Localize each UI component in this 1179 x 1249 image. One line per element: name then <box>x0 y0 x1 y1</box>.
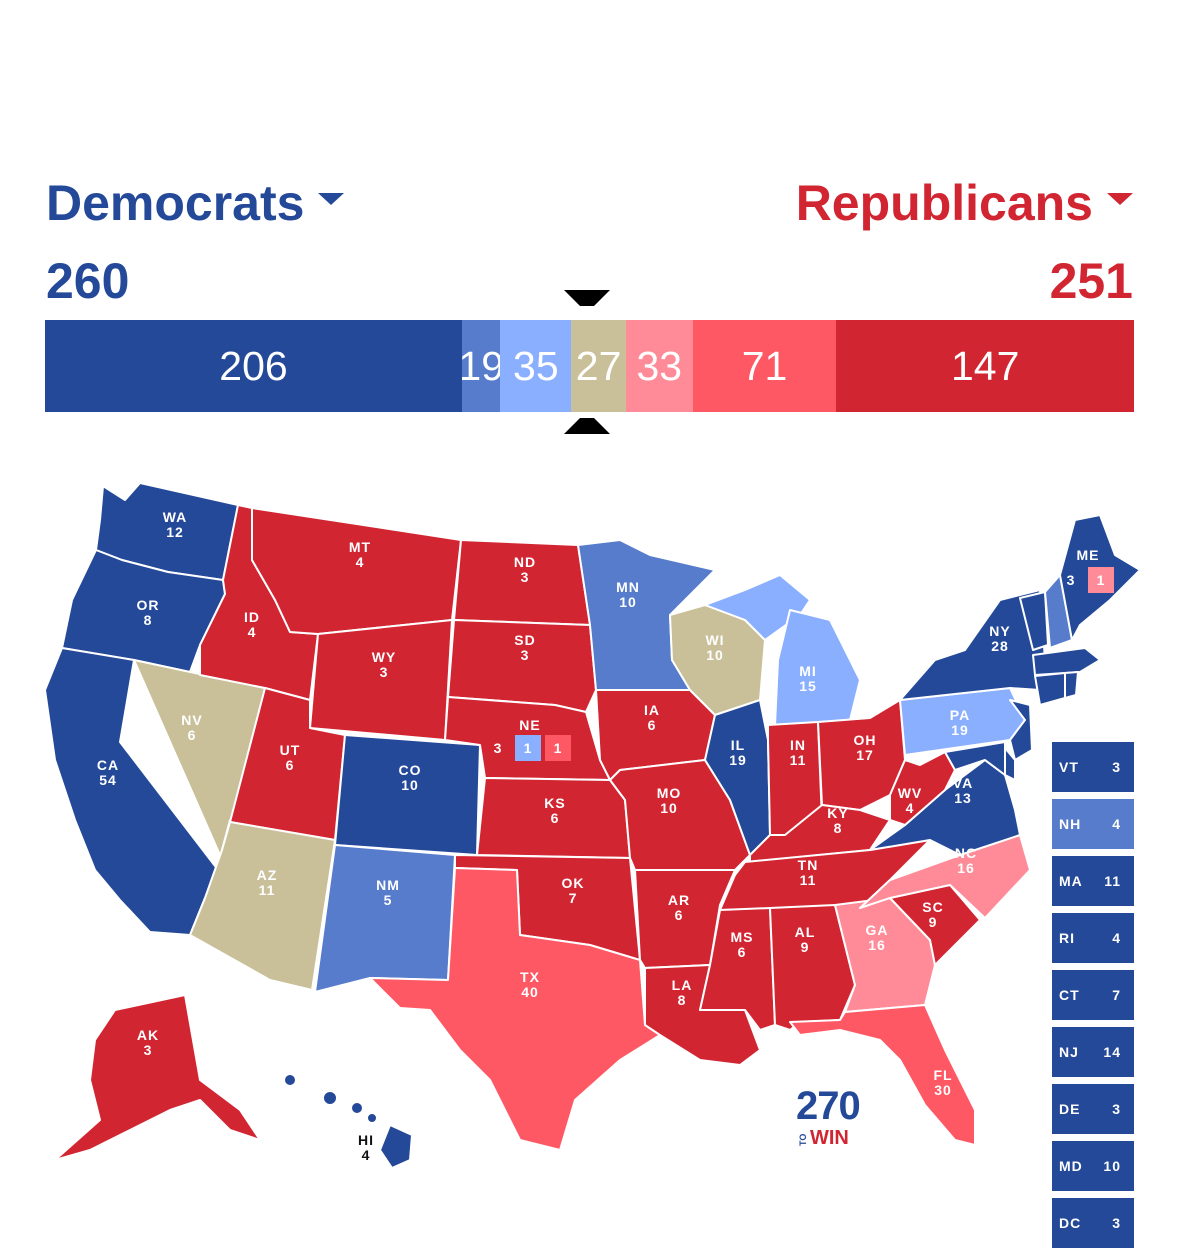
ev-segment-lean-dem: 35 <box>500 320 572 412</box>
state-hi-island-3[interactable] <box>350 1101 364 1115</box>
small-state-de[interactable]: DE 3 <box>1052 1084 1134 1134</box>
state-nc[interactable] <box>859 834 1031 919</box>
small-state-ev: 11 <box>1104 873 1121 889</box>
small-state-ev: 14 <box>1103 1044 1121 1060</box>
small-state-ri[interactable]: RI 4 <box>1052 913 1134 963</box>
state-nm[interactable] <box>314 844 456 993</box>
small-state-abbr: MA <box>1059 873 1083 889</box>
ev-segment-likely-dem: 19 <box>461 320 501 412</box>
small-state-md[interactable]: MD 10 <box>1052 1141 1134 1191</box>
state-tx[interactable] <box>369 867 661 1151</box>
state-mt[interactable] <box>251 507 462 635</box>
state-ma[interactable] <box>1032 647 1101 676</box>
chevron-down-icon <box>1107 192 1133 205</box>
democrats-total: 260 <box>46 253 130 309</box>
state-label-hi: HI <box>358 1132 374 1148</box>
state-nd[interactable] <box>453 539 591 626</box>
small-state-ct[interactable]: CT 7 <box>1052 970 1134 1020</box>
state-co[interactable] <box>334 734 481 856</box>
small-state-ev: 4 <box>1112 930 1121 946</box>
small-state-abbr: RI <box>1059 930 1075 946</box>
state-mi[interactable] <box>774 609 861 726</box>
small-state-abbr: VT <box>1059 759 1079 775</box>
ev-segment-safe-dem: 206 <box>45 320 462 412</box>
state-wv[interactable] <box>869 751 956 851</box>
small-state-ev: 7 <box>1112 987 1121 1003</box>
chevron-down-icon <box>318 192 345 205</box>
logo-number: 270 <box>796 1084 861 1128</box>
republicans-label: Republicans <box>795 175 1093 231</box>
small-state-ev: 3 <box>1112 759 1121 775</box>
state-hi-island-1[interactable] <box>283 1073 297 1087</box>
small-state-dc[interactable]: DC 3 <box>1052 1198 1134 1248</box>
state-ev-hi: 4 <box>362 1147 371 1163</box>
ev-segment-tossup: 27 <box>571 320 626 412</box>
small-state-ev: 3 <box>1112 1215 1121 1231</box>
republicans-dropdown[interactable]: Republicans <box>796 178 1133 228</box>
ne-district-1-box[interactable] <box>515 735 541 761</box>
small-state-abbr: MD <box>1059 1158 1083 1174</box>
small-state-abbr: NH <box>1059 816 1082 832</box>
state-hi-island-4[interactable] <box>366 1112 378 1124</box>
state-ak[interactable] <box>54 994 261 1161</box>
small-state-vt[interactable]: VT 3 <box>1052 742 1134 792</box>
state-hi[interactable] <box>379 1124 413 1169</box>
state-ct[interactable] <box>1034 672 1066 706</box>
state-vt[interactable] <box>1019 591 1049 651</box>
state-ri[interactable] <box>1064 671 1079 699</box>
state-mi-upper[interactable] <box>704 574 811 641</box>
small-state-ma[interactable]: MA 11 <box>1052 856 1134 906</box>
state-ca[interactable] <box>44 647 239 936</box>
small-state-abbr: NJ <box>1059 1044 1079 1060</box>
state-az[interactable] <box>189 821 336 991</box>
small-state-abbr: DC <box>1059 1215 1082 1231</box>
small-state-nh[interactable]: NH 4 <box>1052 799 1134 849</box>
small-state-abbr: DE <box>1059 1101 1081 1117</box>
state-md[interactable] <box>944 741 1006 776</box>
ne-district-2-box[interactable] <box>545 735 571 761</box>
small-state-ev: 10 <box>1103 1158 1121 1174</box>
democrats-label: Democrats <box>46 175 305 231</box>
270-marker-bottom-icon <box>564 418 610 434</box>
state-wy[interactable] <box>309 619 453 741</box>
republicans-total: 251 <box>1049 253 1133 309</box>
democrats-dropdown[interactable]: Democrats <box>46 175 345 231</box>
270towin-logo: 270 TO WIN <box>796 1086 876 1156</box>
small-state-abbr: CT <box>1059 987 1080 1003</box>
state-ny[interactable] <box>899 589 1046 701</box>
small-state-ev: 4 <box>1112 816 1121 832</box>
logo-win: WIN <box>810 1127 849 1149</box>
state-hi-island-2[interactable] <box>322 1090 338 1106</box>
logo-to: TO <box>798 1133 808 1146</box>
small-state-nj[interactable]: NJ 14 <box>1052 1027 1134 1077</box>
electoral-vote-bar: 206 19 35 27 33 71 147 <box>45 320 1134 412</box>
270-marker-top-icon <box>564 290 610 306</box>
ev-segment-likely-rep: 71 <box>692 320 837 412</box>
small-state-ev: 3 <box>1112 1101 1121 1117</box>
state-ks[interactable] <box>476 777 631 859</box>
ev-segment-lean-rep: 33 <box>625 320 693 412</box>
state-mo[interactable] <box>609 759 751 871</box>
ev-segment-safe-rep: 147 <box>836 320 1134 412</box>
me-district-2-box[interactable] <box>1088 567 1114 593</box>
state-fl[interactable] <box>789 1004 976 1146</box>
